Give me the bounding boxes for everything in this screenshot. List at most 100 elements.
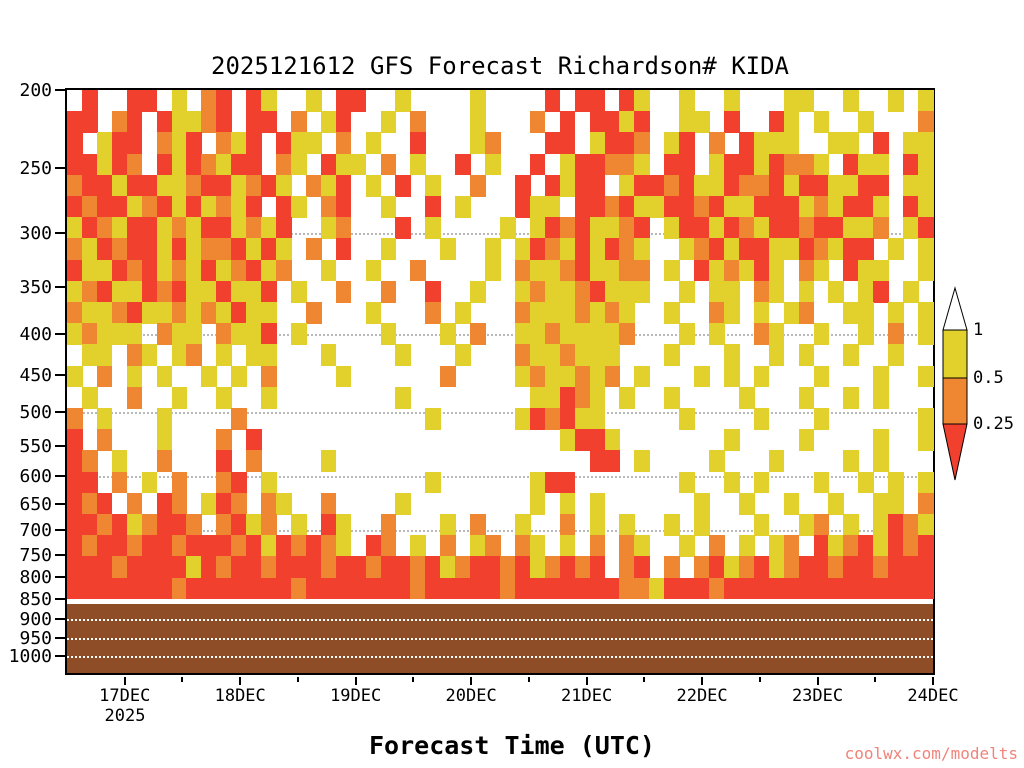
heatmap-cell (216, 429, 232, 452)
heatmap-cell (320, 535, 337, 557)
heatmap-cell (589, 301, 606, 324)
heatmap-cell (798, 429, 815, 452)
x-tick-label: 17DEC (99, 686, 151, 706)
heatmap-cell (96, 577, 113, 600)
heatmap-cell (81, 301, 98, 324)
colorbar-segment-yellow (942, 329, 968, 379)
heatmap-cell (604, 195, 621, 218)
heatmap-cell (261, 535, 277, 557)
x-tick (816, 677, 819, 685)
heatmap-cell (559, 132, 576, 155)
heatmap-cell (604, 301, 621, 324)
heatmap-cell (261, 386, 277, 409)
heatmap-cell (246, 195, 262, 218)
y-tick (55, 231, 65, 234)
heatmap-cell (619, 535, 636, 557)
heatmap-cell (111, 259, 128, 282)
heatmap-cell (171, 259, 188, 282)
heatmap-cell (276, 238, 292, 261)
x-axis-title: Forecast Time (UTC) (369, 731, 655, 760)
heatmap-cell (156, 577, 173, 600)
heatmap-cell (873, 492, 889, 515)
heatmap-cell (828, 577, 845, 600)
colorbar-top-arrow (942, 286, 968, 331)
heatmap-cell (529, 217, 546, 240)
heatmap-cell (604, 344, 621, 367)
x-minor-tick (296, 677, 299, 682)
heatmap-cell (67, 556, 83, 579)
heatmap-cell (111, 577, 128, 600)
heatmap-cell (365, 259, 382, 282)
heatmap-cell (111, 174, 128, 197)
heatmap-cell (246, 90, 262, 112)
heatmap-cell (246, 280, 262, 303)
heatmap-cell (141, 217, 158, 240)
heatmap-cell (679, 577, 695, 600)
colorbar-label: 0.5 (973, 368, 1004, 388)
heatmap-cell (201, 259, 217, 282)
heatmap-cell (67, 132, 83, 155)
heatmap-cell (111, 238, 128, 261)
heatmap-cell (709, 195, 725, 218)
heatmap-cell (231, 492, 247, 515)
heatmap-cell (634, 577, 650, 600)
heatmap-cell (589, 386, 606, 409)
heatmap-cell (619, 301, 636, 324)
heatmap-cell (231, 217, 247, 240)
heatmap-cell (514, 577, 531, 600)
heatmap-cell (873, 450, 889, 473)
heatmap-cell (918, 323, 934, 346)
heatmap-cell (216, 323, 232, 346)
heatmap-cell (141, 259, 158, 282)
heatmap-cell (81, 386, 98, 409)
heatmap-cell (619, 577, 636, 600)
heatmap-cell (589, 153, 606, 176)
heatmap-cell (81, 492, 98, 515)
heatmap-cell (798, 259, 815, 282)
heatmap-cell (873, 535, 889, 557)
heatmap-cell (335, 535, 352, 557)
heatmap-cell (111, 323, 128, 346)
heatmap-cell (798, 344, 815, 367)
heatmap-cell (544, 238, 561, 261)
heatmap-cell (723, 471, 740, 494)
heatmap-cell (604, 323, 621, 346)
y-tick-label: 750 (19, 544, 52, 566)
heatmap-cell (261, 556, 277, 579)
heatmap-cell (559, 386, 576, 409)
heatmap-cell (544, 471, 561, 494)
heatmap-cell (529, 471, 546, 494)
heatmap-cell (365, 577, 382, 600)
y-tick-label: 900 (19, 608, 52, 630)
heatmap-cell (81, 90, 98, 112)
heatmap-cell (111, 535, 128, 557)
heatmap-cell (67, 153, 83, 176)
heatmap-cell (514, 195, 531, 218)
heatmap-cell (768, 217, 785, 240)
heatmap-cell (380, 195, 397, 218)
heatmap-cell (216, 301, 232, 324)
heatmap-cell (156, 259, 173, 282)
heatmap-cell (261, 513, 277, 536)
heatmap-cell (395, 90, 412, 112)
heatmap-cell (544, 365, 561, 388)
heatmap-cell (664, 174, 680, 197)
heatmap-cell (903, 280, 919, 303)
heatmap-cell (201, 492, 217, 515)
heatmap-cell (529, 280, 546, 303)
heatmap-cell (768, 556, 785, 579)
heatmap-cell (574, 238, 591, 261)
heatmap-cell (514, 344, 531, 367)
heatmap-cell (96, 556, 113, 579)
heatmap-cell (664, 556, 680, 579)
heatmap-cell (171, 90, 188, 112)
heatmap-cell (231, 513, 247, 536)
heatmap-cell (888, 301, 904, 324)
heatmap-cell (559, 556, 576, 579)
heatmap-cell (67, 323, 83, 346)
heatmap-cell (828, 217, 845, 240)
heatmap-cell (470, 280, 486, 303)
heatmap-cell (201, 195, 217, 218)
heatmap-cell (619, 132, 636, 155)
heatmap-cell (918, 217, 934, 240)
